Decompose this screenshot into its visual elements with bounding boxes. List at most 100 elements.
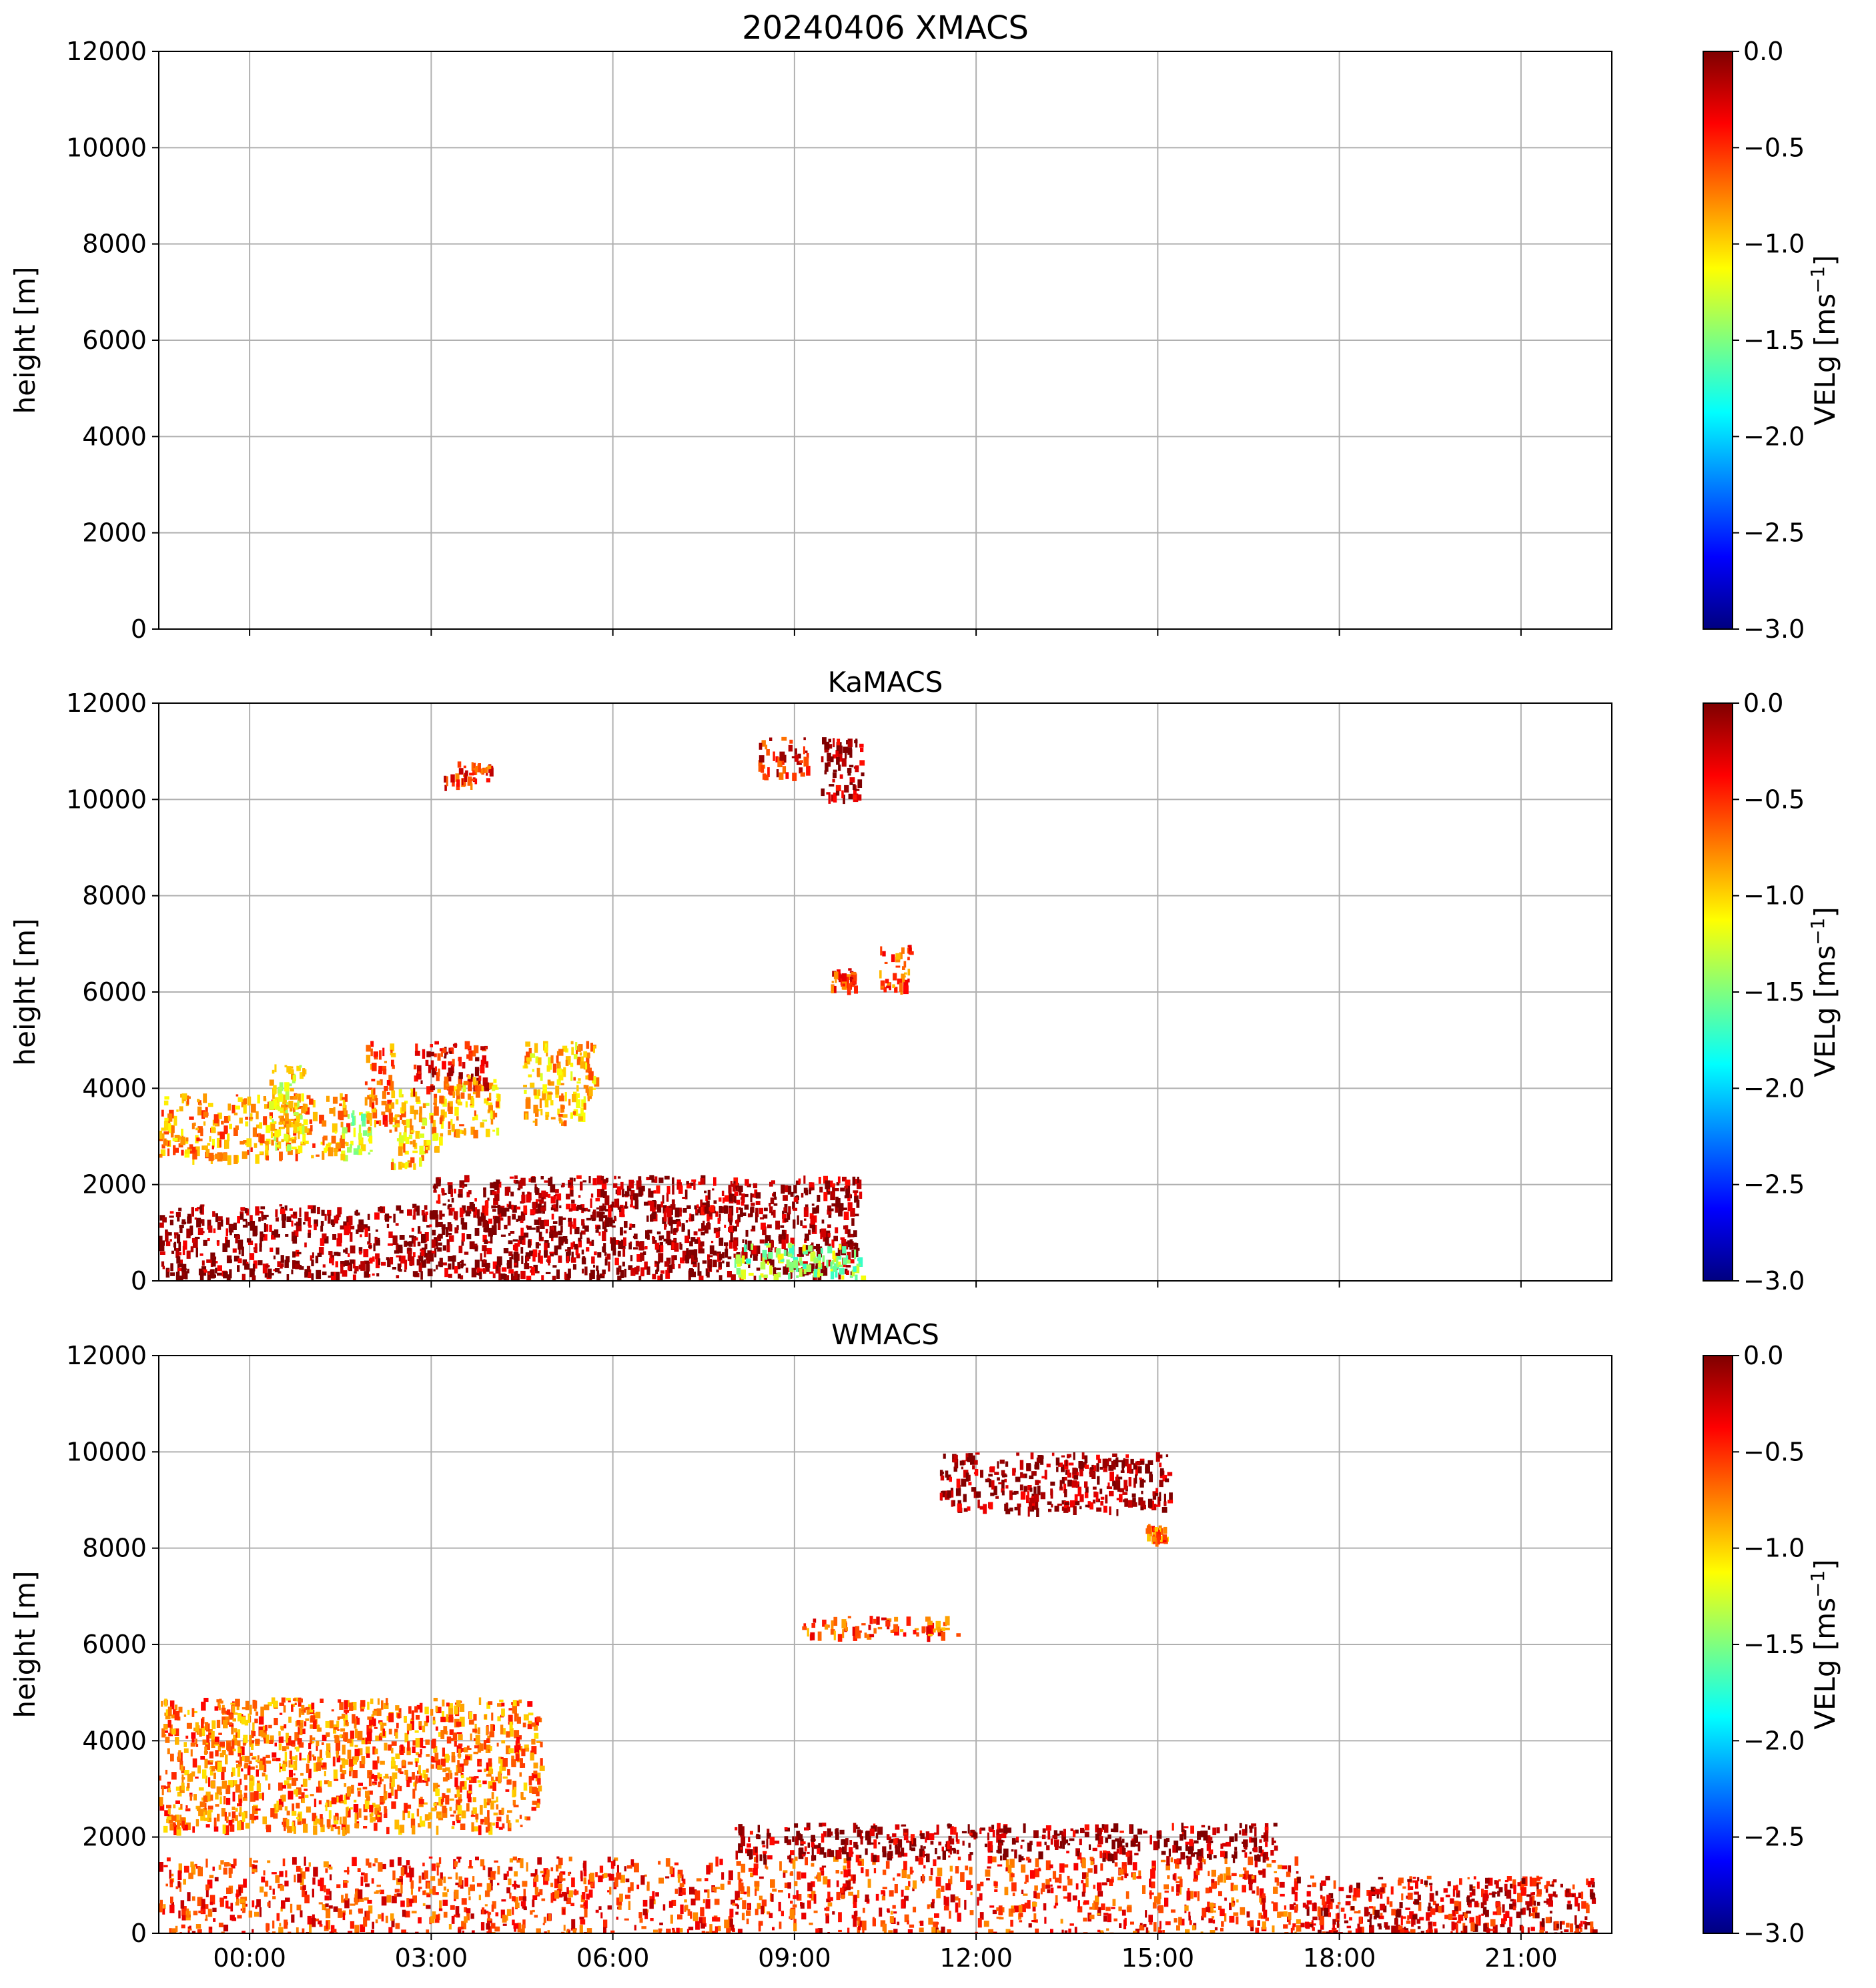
echo-pixel <box>290 1088 294 1092</box>
echo-pixel <box>263 1214 269 1217</box>
echo-pixel <box>909 1867 913 1875</box>
echo-pixel <box>591 1087 596 1090</box>
echo-pixel <box>875 1833 879 1839</box>
echo-pixel <box>415 1096 420 1102</box>
echo-pixel <box>546 1049 548 1057</box>
echo-pixel <box>375 1098 378 1105</box>
echo-pixel <box>895 965 901 968</box>
echo-pixel <box>450 774 455 783</box>
echo-pixel <box>345 1893 348 1901</box>
echo-pixel <box>327 1209 332 1216</box>
echo-pixel <box>894 1884 898 1894</box>
echo-pixel <box>364 1911 368 1920</box>
echo-pixel <box>169 1239 172 1242</box>
echo-pixel <box>705 1899 711 1909</box>
echo-pixel <box>927 1904 930 1909</box>
echo-pixel <box>525 1252 531 1259</box>
echo-pixel <box>549 1081 554 1086</box>
echo-pixel <box>644 1912 648 1919</box>
echo-pixel <box>859 743 864 748</box>
echo-pixel <box>679 1928 683 1933</box>
echo-pixel <box>489 1082 494 1089</box>
echo-pixel <box>791 756 796 759</box>
echo-pixel <box>728 1185 731 1194</box>
echo-pixel <box>418 1917 422 1924</box>
echo-pixel <box>738 1897 743 1900</box>
gridlines <box>159 51 1612 630</box>
echo-pixel <box>1224 1857 1228 1864</box>
echo-pixel <box>439 1137 443 1146</box>
echo-pixel <box>658 1253 664 1263</box>
echo-pixel <box>455 1872 458 1880</box>
echo-pixel <box>684 1189 688 1199</box>
echo-pixel <box>1074 1927 1077 1933</box>
colorbar-tick-label: −2.0 <box>1743 422 1805 451</box>
echo-pixel <box>498 1181 502 1188</box>
echo-pixel <box>1211 1879 1215 1887</box>
echo-pixel <box>1020 1856 1024 1861</box>
echo-pixel <box>464 1916 468 1923</box>
echo-pixel <box>552 1063 557 1073</box>
echo-pixel <box>185 1149 190 1154</box>
echo-pixel <box>807 1851 810 1854</box>
echo-pixel <box>847 1202 853 1211</box>
echo-pixel <box>847 1869 851 1877</box>
echo-pixel <box>1143 1923 1147 1927</box>
echo-pixel <box>292 1139 296 1143</box>
echo-pixel <box>864 1933 868 1941</box>
echo-pixel <box>477 1216 482 1226</box>
echo-pixel <box>197 1106 202 1115</box>
echo-pixel <box>1245 1824 1248 1833</box>
echo-pixel <box>761 765 765 773</box>
echo-pixel <box>601 1180 607 1190</box>
echo-pixel <box>692 1912 698 1921</box>
echo-pixel <box>389 1129 392 1133</box>
echo-pixel <box>1232 1855 1236 1863</box>
echo-pixel <box>491 1205 496 1209</box>
echo-pixel <box>833 1266 837 1272</box>
echo-pixel <box>1043 1903 1047 1911</box>
echo-pixel <box>410 1141 413 1145</box>
echo-pixel <box>1178 1876 1182 1879</box>
echo-pixel <box>226 1887 231 1894</box>
echo-pixel <box>602 1191 607 1198</box>
echo-pixel <box>439 1095 444 1104</box>
echo-pixel <box>229 1123 232 1129</box>
echo-pixel <box>728 1208 732 1218</box>
echo-pixel <box>494 1860 498 1863</box>
echo-pixel <box>736 1268 741 1275</box>
echo-pixel <box>1222 1843 1227 1847</box>
echo-pixel <box>818 1254 821 1261</box>
colorbar-tick-label: 0.0 <box>1743 37 1783 66</box>
echo-pixel <box>747 1905 750 1909</box>
echo-pixel <box>414 1064 417 1069</box>
echo-pixel <box>971 1831 977 1838</box>
echo-pixel <box>491 765 494 769</box>
echo-pixel <box>474 1228 480 1236</box>
echo-pixel <box>446 1083 450 1087</box>
echo-pixel <box>350 1903 356 1906</box>
echo-pixel <box>735 1851 738 1860</box>
echo-pixel <box>695 1208 698 1213</box>
echo-pixel <box>198 1103 202 1106</box>
echo-pixel <box>1109 1879 1114 1883</box>
echo-pixel <box>1113 1918 1117 1922</box>
echo-pixel <box>665 1858 670 1867</box>
echo-pixel <box>231 1865 236 1869</box>
echo-pixel <box>309 1924 312 1933</box>
echo-pixel <box>658 1235 662 1241</box>
echo-pixel <box>1059 1874 1062 1884</box>
echo-pixel <box>1212 1827 1217 1835</box>
echo-pixel <box>845 1255 849 1260</box>
echo-pixel <box>882 1846 887 1853</box>
echo-pixel <box>580 1061 585 1069</box>
echo-pixel <box>738 1185 743 1193</box>
echo-pixel <box>794 1823 799 1828</box>
echo-pixel <box>161 1109 164 1117</box>
echo-pixel <box>664 1261 670 1267</box>
echo-pixel <box>410 1088 414 1091</box>
echo-pixel <box>1185 1841 1191 1845</box>
echo-pixel <box>673 1239 676 1241</box>
echo-pixel <box>979 1828 982 1835</box>
echo-pixel <box>789 1909 795 1919</box>
